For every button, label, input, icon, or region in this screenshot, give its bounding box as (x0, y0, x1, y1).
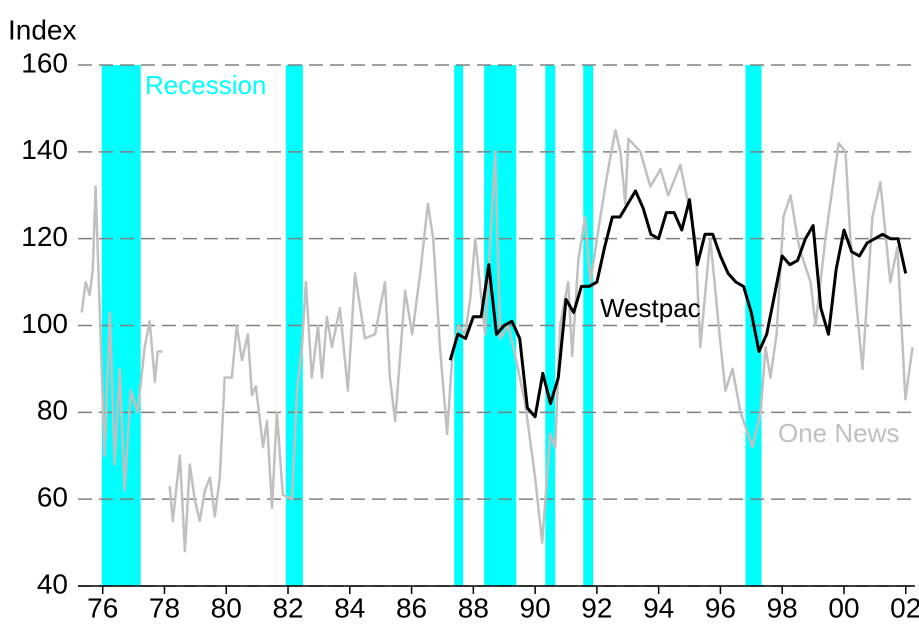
y-tick-label: 100 (21, 308, 68, 339)
x-tick-label: 02 (890, 592, 919, 623)
y-tick-label: 160 (21, 47, 68, 78)
x-tick-label: 84 (334, 592, 365, 623)
recession-label: Recession (145, 70, 266, 100)
x-tick-label: 00 (828, 592, 859, 623)
x-tick-label: 90 (520, 592, 551, 623)
y-tick-label: 120 (21, 221, 68, 252)
y-axis-label: Index (8, 14, 77, 45)
y-tick-label: 80 (37, 395, 68, 426)
series-line (448, 189, 908, 419)
x-tick-label: 96 (705, 592, 736, 623)
y-tick-label: 40 (37, 568, 68, 599)
y-tick-label: 140 (21, 134, 68, 165)
x-tick-label: 82 (272, 592, 303, 623)
x-tick-label: 92 (581, 592, 612, 623)
x-tick-label: 88 (458, 592, 489, 623)
x-tick-label: 76 (87, 592, 118, 623)
series-line (80, 128, 914, 553)
x-tick-label: 98 (767, 592, 798, 623)
x-tick-label: 78 (149, 592, 180, 623)
series-label: One News (778, 418, 899, 448)
x-tick-label: 80 (211, 592, 242, 623)
y-tick-label: 60 (37, 482, 68, 513)
series-label: Westpac (600, 293, 701, 323)
x-tick-label: 94 (643, 592, 674, 623)
x-tick-label: 86 (396, 592, 427, 623)
